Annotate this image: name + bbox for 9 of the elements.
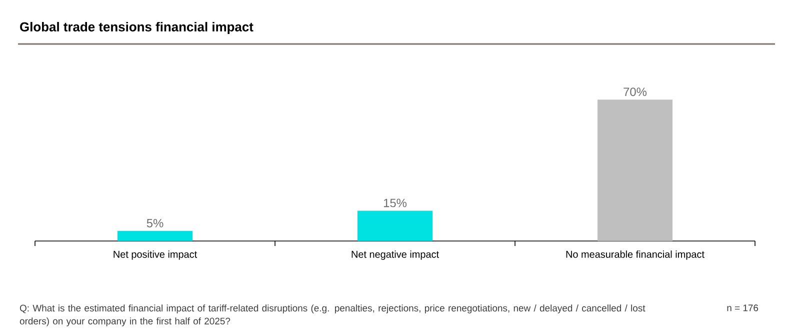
- data-label: 15%: [384, 198, 407, 208]
- x-tick-label: Net positive impact: [114, 250, 198, 260]
- text: Q: What is the estimated financial impact of tariff-related disruptions (e.g. penalties, rejections, price renegotiations, new / delayed / cancelled / lost orders) on your company in the first half of 2025?: [20, 304, 646, 326]
- text: n = 176: [727, 304, 758, 312]
- x-tick-label: Net negative impact: [352, 250, 439, 260]
- data-label: 70%: [624, 88, 647, 96]
- chart-title: Global trade tensions financial impact: [20, 22, 254, 34]
- data-label: 5%: [146, 218, 164, 228]
- x-tick-label: No measurable financial impact: [566, 250, 704, 260]
